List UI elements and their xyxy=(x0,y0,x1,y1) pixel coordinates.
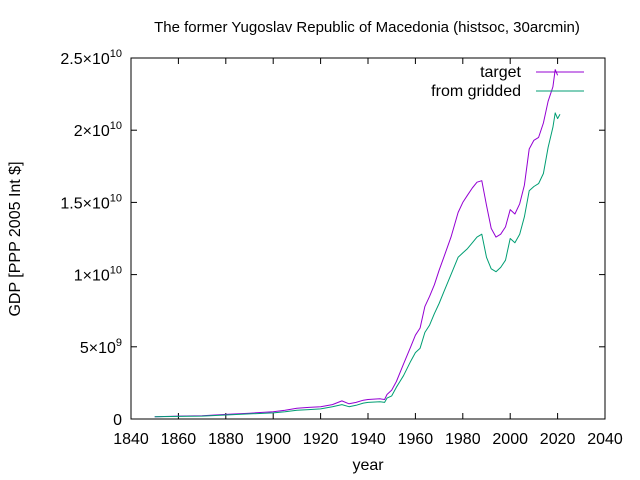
x-tick-label: 1860 xyxy=(161,431,197,448)
x-tick-label: 2020 xyxy=(540,431,576,448)
series-line-from-gridded xyxy=(154,112,561,418)
series-line-target xyxy=(154,69,559,418)
x-tick-label: 2040 xyxy=(587,431,623,448)
x-tick-label: 2000 xyxy=(492,431,528,448)
y-tick-label: 0 xyxy=(113,412,122,429)
y-tick-exponent: 10 xyxy=(110,48,122,60)
legend-label: from gridded xyxy=(431,83,521,100)
y-tick-exponent: 10 xyxy=(110,265,122,277)
y-tick-mantissa: 1×10 xyxy=(74,268,110,285)
y-tick-mantissa: 1.5×10 xyxy=(60,195,109,212)
y-tick-label: 2×1010 xyxy=(74,120,122,140)
x-tick-label: 1940 xyxy=(350,431,386,448)
x-axis-ticks: 1840 1860 1880 1900 1920 1940 1960 1980 2000 2020… xyxy=(113,58,623,448)
y-tick-label: 2.5×1010 xyxy=(60,48,122,68)
x-tick-label: 1840 xyxy=(113,431,149,448)
y-tick-mantissa: 2×10 xyxy=(74,123,110,140)
x-tick-label: 1880 xyxy=(208,431,244,448)
y-tick-exponent: 10 xyxy=(110,192,122,204)
y-tick-label: 1.5×1010 xyxy=(60,192,122,212)
x-tick-label: 1900 xyxy=(255,431,291,448)
series-lines xyxy=(154,69,561,418)
y-tick-exponent: 9 xyxy=(116,337,122,349)
y-tick-mantissa: 5×10 xyxy=(80,340,116,357)
y-axis-label: GDP [PPP 2005 Int $] xyxy=(7,161,24,316)
x-tick-label: 1960 xyxy=(398,431,434,448)
y-tick-label: 1×1010 xyxy=(74,265,122,285)
x-tick-label: 1980 xyxy=(445,431,481,448)
y-tick-label: 5×109 xyxy=(80,337,122,357)
plot-frame xyxy=(130,57,606,420)
y-tick-exponent: 10 xyxy=(110,120,122,132)
legend-label: target xyxy=(480,64,521,81)
y-tick-mantissa: 2.5×10 xyxy=(60,51,109,68)
x-tick-label: 1920 xyxy=(303,431,339,448)
legend: target from gridded xyxy=(431,64,584,100)
x-axis-label: year xyxy=(352,457,384,474)
chart-title: The former Yugoslav Republic of Macedoni… xyxy=(154,19,580,36)
